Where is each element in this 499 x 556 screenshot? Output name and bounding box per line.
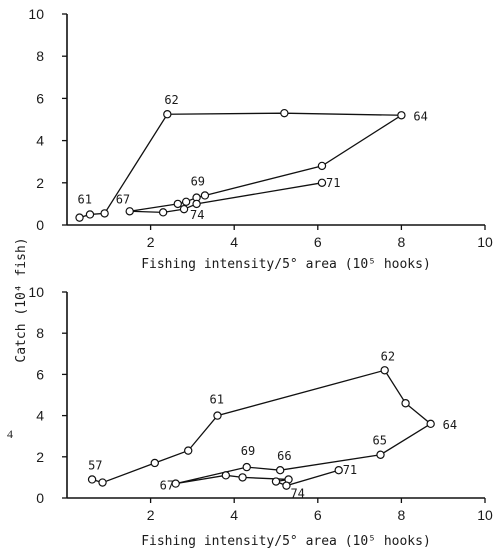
point-label: 57: [88, 458, 102, 472]
point-label: 66: [277, 449, 291, 463]
y-tick-label: 4: [36, 408, 44, 424]
x-axis-title: Fishing intensity/5° area (10⁵ hooks): [141, 534, 431, 549]
data-point: [171, 479, 180, 488]
data-point: [158, 208, 168, 217]
point-label: 64: [413, 109, 427, 123]
point-label: 67: [160, 479, 174, 493]
y-tick-label: 6: [36, 90, 44, 106]
data-point: [317, 161, 327, 171]
point-label: 69: [191, 175, 205, 189]
data-point: [271, 477, 281, 486]
data-point: [397, 111, 406, 120]
x-tick-label: 2: [147, 507, 155, 523]
data-point: [150, 458, 159, 468]
x-tick-label: 10: [477, 507, 493, 523]
point-label: 67: [116, 192, 130, 206]
x-tick-label: 8: [398, 507, 406, 523]
point-label: 74: [290, 487, 304, 501]
point-label: 62: [164, 93, 178, 107]
data-point: [163, 110, 172, 119]
point-label: 74: [190, 208, 204, 222]
data-point: [426, 419, 435, 429]
x-axis-title: Fishing intensity/5° area (10⁵ hooks): [141, 257, 431, 272]
data-point: [179, 204, 189, 214]
data-point: [100, 209, 109, 218]
y-tick-label: 10: [28, 284, 44, 300]
data-point: [221, 471, 231, 480]
data-point: [282, 481, 291, 490]
point-label: 62: [381, 349, 395, 363]
data-point: [238, 473, 247, 482]
data-point: [334, 465, 343, 475]
point-label: 64: [443, 418, 457, 432]
series-line: [79, 112, 404, 219]
y-tick-label: 8: [36, 48, 44, 64]
point-label: 69: [241, 444, 255, 458]
y-tick-label: 8: [36, 325, 44, 341]
y-tick-label: 2: [36, 449, 44, 465]
data-point: [317, 178, 327, 187]
y-tick-label: 0: [36, 490, 44, 506]
data-point: [280, 108, 289, 118]
data-point: [87, 475, 97, 484]
y-tick-label: 6: [36, 366, 44, 382]
point-label: 71: [326, 176, 340, 190]
data-point: [275, 465, 285, 475]
point-label: 65: [373, 434, 387, 448]
data-point: [184, 446, 193, 455]
data-point: [401, 399, 410, 408]
point-label: 61: [78, 193, 92, 207]
x-tick-label: 6: [314, 234, 322, 250]
x-tick-label: 4: [230, 507, 238, 523]
x-tick-label: 10: [477, 234, 493, 250]
x-tick-label: 8: [398, 234, 406, 250]
data-point: [125, 207, 134, 216]
data-point: [98, 478, 107, 487]
y-tick-label: 2: [36, 175, 44, 191]
y-axis-title: Catch (10⁴ fish): [14, 237, 29, 362]
x-tick-label: 4: [230, 234, 238, 250]
data-point: [181, 197, 191, 206]
data-point: [192, 199, 201, 209]
data-point: [380, 366, 389, 375]
series-line: [91, 369, 432, 487]
data-point: [242, 462, 251, 472]
chart-bottom: 0 2 4 6 8 10 2 4 6 8 10 Fishing intensity/5° area (…: [28, 284, 493, 549]
x-tick-label: 2: [147, 234, 155, 250]
chart-top: 0 2 4 6 8 10 2 4 6 8 10 Fishing intensity/5° area (…: [28, 6, 493, 272]
x-tick-label: 6: [314, 507, 322, 523]
y-tick-label: 4: [36, 133, 44, 149]
data-point: [173, 199, 182, 209]
point-label: 61: [209, 393, 223, 407]
data-point: [200, 191, 210, 200]
point-label: 71: [343, 463, 357, 477]
data-point: [213, 411, 222, 420]
stray-mark: 4: [7, 427, 13, 441]
y-tick-label: 0: [36, 217, 44, 233]
y-tick-label: 10: [28, 6, 44, 22]
data-point: [75, 213, 84, 222]
data-point: [376, 450, 385, 459]
data-point: [85, 210, 95, 219]
